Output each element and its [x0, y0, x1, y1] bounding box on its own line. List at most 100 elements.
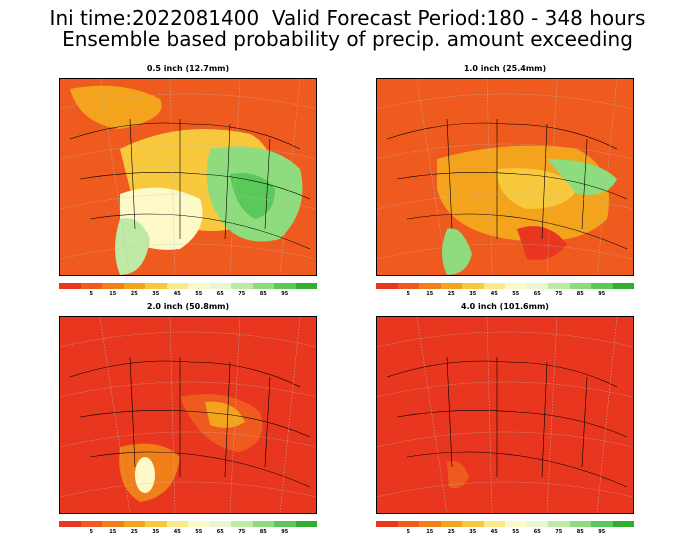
colorbar: [59, 283, 317, 289]
colorbar-swatch: [591, 283, 613, 289]
colorbar-swatch: [440, 283, 462, 289]
colorbar-swatch: [612, 521, 634, 527]
colorbar-swatch: [505, 521, 527, 527]
colorbar-swatch: [231, 521, 253, 527]
colorbar-swatch: [102, 521, 124, 527]
colorbar-label: 25: [447, 291, 455, 297]
colorbar-label: 15: [426, 291, 434, 297]
colorbar-label: 75: [555, 529, 563, 535]
colorbar-label: 25: [130, 291, 138, 297]
colorbar-label: 55: [512, 291, 520, 297]
colorbar-swatch: [462, 283, 484, 289]
colorbar-swatch: [419, 283, 441, 289]
colorbar-label: 15: [426, 529, 434, 535]
colorbar-swatch: [188, 521, 210, 527]
colorbar-label: 55: [512, 529, 520, 535]
panel-title: 1.0 inch (25.4mm): [463, 64, 547, 73]
colorbar-swatch: [166, 521, 188, 527]
colorbar-swatch: [80, 283, 102, 289]
colorbar-label: 95: [598, 529, 606, 535]
colorbar-swatch: [209, 521, 231, 527]
colorbar-swatch: [397, 521, 419, 527]
colorbar-swatch: [548, 283, 570, 289]
colorbar-swatch: [102, 283, 124, 289]
colorbar-label: 65: [533, 529, 541, 535]
colorbar-label: 5: [406, 291, 410, 297]
colorbar-label: 45: [173, 291, 181, 297]
colorbar-swatch: [59, 283, 81, 289]
colorbar-label: 75: [238, 529, 246, 535]
colorbar-swatch: [376, 521, 398, 527]
colorbar-swatch: [440, 521, 462, 527]
colorbar-label: 55: [195, 291, 203, 297]
colorbar-label: 65: [533, 291, 541, 297]
colorbar-swatch: [569, 283, 591, 289]
colorbar-label: 5: [89, 529, 93, 535]
colorbar-label: 55: [195, 529, 203, 535]
colorbar-label: 35: [469, 529, 477, 535]
panel-title: 4.0 inch (101.6mm): [461, 302, 549, 311]
colorbar-label: 35: [152, 529, 160, 535]
colorbar-label: 95: [598, 291, 606, 297]
colorbar-label: 95: [281, 529, 289, 535]
colorbar-swatch: [462, 521, 484, 527]
colorbar-swatch: [166, 283, 188, 289]
colorbar-swatch: [483, 521, 505, 527]
colorbar: [376, 521, 634, 527]
panel-title: 0.5 inch (12.7mm): [146, 64, 230, 73]
colorbar-swatch: [612, 283, 634, 289]
colorbar-label: 85: [259, 291, 267, 297]
colorbar-label: 75: [555, 291, 563, 297]
colorbar-swatch: [252, 283, 274, 289]
colorbar-label: 25: [130, 529, 138, 535]
probability-map: [59, 316, 317, 514]
colorbar-swatch: [505, 283, 527, 289]
colorbar-swatch: [569, 521, 591, 527]
chart-title-line2: Ensemble based probability of precip. am…: [62, 27, 633, 51]
colorbar-swatch: [419, 521, 441, 527]
colorbar-label: 35: [469, 291, 477, 297]
colorbar-labels: 5 15 25 35 45 55 65 75 85 95: [59, 529, 317, 537]
colorbar-swatch: [526, 521, 548, 527]
colorbar-label: 45: [490, 291, 498, 297]
colorbar-label: 75: [238, 291, 246, 297]
colorbar-swatch: [295, 283, 317, 289]
colorbar-swatch: [123, 521, 145, 527]
colorbar-label: 65: [216, 529, 224, 535]
colorbar-swatch: [548, 521, 570, 527]
colorbar-label: 85: [259, 529, 267, 535]
colorbar-swatch: [145, 521, 167, 527]
colorbar-label: 25: [447, 529, 455, 535]
probability-map: [59, 78, 317, 276]
colorbar-swatch: [591, 521, 613, 527]
colorbar-labels: 5 15 25 35 45 55 65 75 85 95: [376, 529, 634, 537]
colorbar-swatch: [145, 283, 167, 289]
probability-map: [376, 78, 634, 276]
colorbar-label: 95: [281, 291, 289, 297]
colorbar-label: 45: [490, 529, 498, 535]
colorbar-swatch: [59, 521, 81, 527]
colorbar-swatch: [231, 283, 253, 289]
colorbar-swatch: [123, 283, 145, 289]
colorbar-label: 45: [173, 529, 181, 535]
colorbar-label: 5: [89, 291, 93, 297]
chart-title-line1: Ini time:2022081400 Valid Forecast Perio…: [49, 6, 646, 30]
colorbar-swatch: [376, 283, 398, 289]
colorbar-swatch: [295, 521, 317, 527]
colorbar-swatch: [526, 283, 548, 289]
colorbar-label: 65: [216, 291, 224, 297]
colorbar-label: 5: [406, 529, 410, 535]
colorbar-swatch: [397, 283, 419, 289]
colorbar-labels: 5 15 25 35 45 55 65 75 85 95: [376, 291, 634, 299]
colorbar-swatch: [252, 521, 274, 527]
colorbar: [376, 283, 634, 289]
colorbar-swatch: [209, 283, 231, 289]
colorbar-swatch: [274, 283, 296, 289]
panel-title: 2.0 inch (50.8mm): [146, 302, 230, 311]
colorbar-label: 85: [576, 291, 584, 297]
colorbar-label: 15: [109, 291, 117, 297]
colorbar-label: 35: [152, 291, 160, 297]
colorbar-swatch: [483, 283, 505, 289]
colorbar: [59, 521, 317, 527]
colorbar-label: 15: [109, 529, 117, 535]
